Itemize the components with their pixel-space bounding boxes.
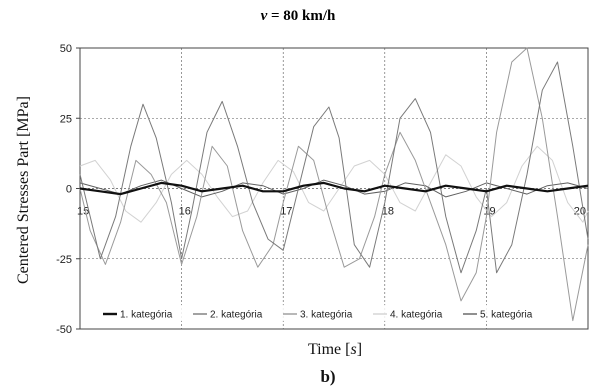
x-tick-label: 18 bbox=[382, 206, 394, 218]
legend-entry: 3. kategória bbox=[300, 310, 353, 321]
series-line-1 bbox=[79, 181, 589, 196]
figure-caption: b) bbox=[320, 367, 335, 386]
series-layer bbox=[79, 47, 589, 322]
chart-title-variable: v bbox=[261, 8, 268, 24]
legend-entry: 1. kategória bbox=[120, 310, 173, 321]
y-axis-label: Centered Stresses Part [MPa] bbox=[15, 96, 32, 284]
legend-entry: 5. kategória bbox=[480, 310, 533, 321]
x-axis-label-main: Time [ bbox=[308, 341, 351, 358]
chart-title-rest: = 80 km/h bbox=[267, 8, 336, 24]
y-tick-label: -50 bbox=[56, 324, 72, 336]
x-tick-label: 17 bbox=[280, 206, 292, 218]
legend-entry: 2. kategória bbox=[210, 310, 263, 321]
series-line-2 bbox=[79, 61, 589, 274]
x-tick-label: 16 bbox=[179, 206, 191, 218]
legend-entry: 4. kategória bbox=[390, 310, 443, 321]
chart-title: v = 80 km/h bbox=[261, 8, 336, 24]
x-axis-label-unit: s bbox=[350, 341, 356, 358]
y-tick-label: 50 bbox=[60, 43, 72, 55]
series-line-3 bbox=[79, 47, 589, 322]
x-tick-label: 15 bbox=[77, 206, 89, 218]
legend-background bbox=[100, 305, 552, 321]
x-ticks: 15 16 17 18 19 20 bbox=[77, 206, 586, 218]
y-tick-label: 25 bbox=[60, 113, 72, 125]
y-tick-label: 0 bbox=[66, 184, 72, 196]
x-axis-label: Time [s] bbox=[308, 341, 362, 358]
x-axis-label-close: ] bbox=[357, 341, 362, 358]
y-ticks: 50 25 0 -25 -50 bbox=[56, 43, 80, 336]
y-tick-label: -25 bbox=[56, 254, 72, 266]
legend: 1. kategória 2. kategória 3. kategória 4. k… bbox=[100, 305, 552, 321]
